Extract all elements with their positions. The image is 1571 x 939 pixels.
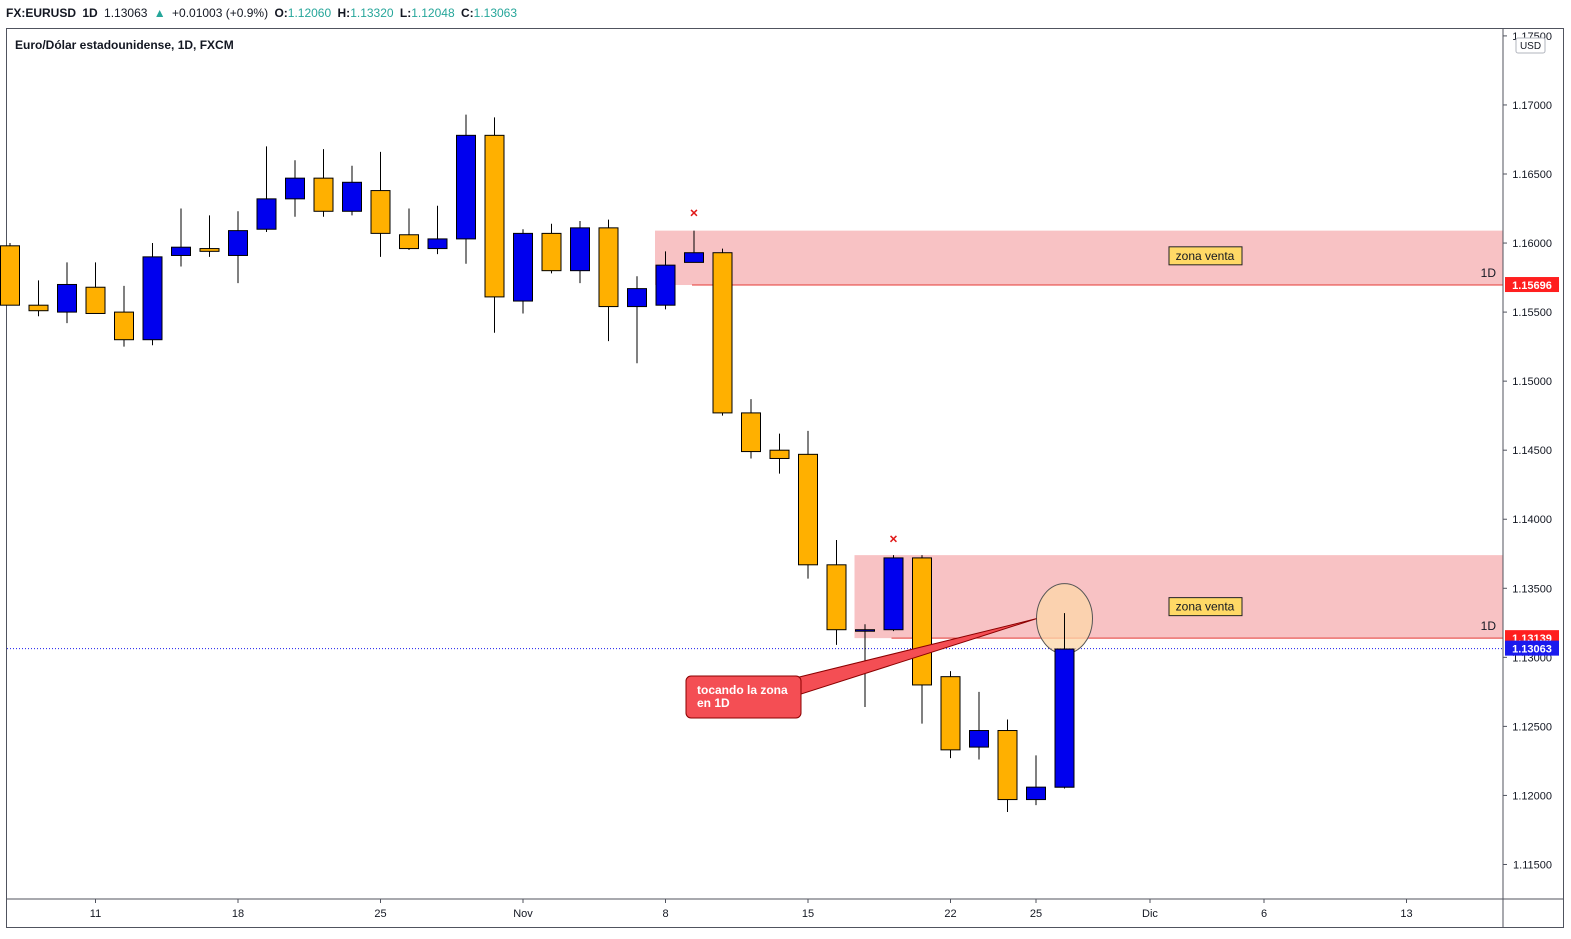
x-tick-label: Dic [1142, 908, 1158, 920]
candle-body[interactable] [940, 676, 961, 751]
callout-text-line2: en 1D [697, 696, 730, 710]
x-marker-icon: × [690, 205, 698, 221]
symbol-label[interactable]: FX:EURUSD [6, 6, 77, 20]
high-label: H: [337, 6, 351, 20]
chart-frame [6, 28, 1564, 928]
y-tick-label: 1.15000 [1512, 376, 1552, 388]
candle-body[interactable] [969, 730, 989, 748]
x-tick-label: 13 [1400, 908, 1412, 920]
candle-body[interactable] [399, 234, 419, 250]
y-tick-label: 1.17000 [1512, 100, 1552, 112]
candle-body[interactable] [313, 177, 334, 212]
candle-body[interactable] [114, 311, 134, 341]
candle-body[interactable] [484, 134, 505, 298]
candle-body[interactable] [1026, 786, 1046, 801]
y-tick-label: 1.14500 [1512, 445, 1552, 457]
candle-body[interactable] [370, 190, 391, 234]
symbol-info-bar: FX:EURUSD 1D 1.13063 ▲ +0.01003 (+0.9%) … [6, 6, 520, 24]
supply-zone[interactable] [655, 230, 1503, 286]
candle-body[interactable] [513, 232, 533, 302]
open-label: O: [274, 6, 288, 20]
y-tick-label: 1.12000 [1512, 790, 1552, 802]
zone-price-tag: 1.15696 [1512, 280, 1552, 292]
x-tick-label: Nov [513, 908, 533, 920]
price-change: +0.01003 (+0.9%) [172, 6, 269, 20]
candle-body[interactable] [171, 246, 191, 256]
candle-body[interactable] [598, 227, 619, 308]
low-value: 1.12048 [411, 6, 455, 20]
x-tick-label: 11 [90, 908, 101, 920]
low-label: L: [399, 6, 412, 20]
x-tick-label: 25 [1030, 908, 1042, 920]
candle-body[interactable] [142, 256, 163, 341]
candle-body[interactable] [655, 264, 676, 306]
currency-badge[interactable] [1515, 37, 1546, 54]
candle-body[interactable] [85, 286, 106, 314]
candle-body[interactable] [256, 198, 277, 230]
zone-price-tag-box [1505, 277, 1559, 293]
last-price-tag: 1.13063 [1512, 644, 1552, 656]
chart-title: Euro/Dólar estadounidense, 1D, FXCM [15, 38, 234, 52]
x-tick-label: 15 [802, 908, 814, 920]
y-tick-label: 1.15500 [1512, 307, 1552, 319]
candle-body[interactable] [912, 557, 932, 686]
zone-interval-label: 1D [1481, 266, 1497, 280]
supply-zone[interactable] [854, 555, 1504, 639]
candle-body[interactable] [798, 453, 818, 566]
x-tick-label: 8 [662, 908, 668, 920]
zone-label-box [1168, 597, 1243, 617]
x-marker-icon: × [889, 531, 897, 547]
candle-body[interactable] [712, 252, 733, 414]
candle-body[interactable] [541, 232, 562, 272]
y-tick-label: 1.12500 [1512, 721, 1552, 733]
y-tick-label: 1.11500 [1513, 859, 1552, 871]
y-tick-label: 1.14000 [1512, 514, 1552, 526]
candle-body[interactable] [28, 304, 49, 312]
candle-body[interactable] [342, 181, 362, 212]
up-arrow-icon: ▲ [153, 6, 166, 20]
x-tick-label: 22 [944, 908, 956, 920]
candle-body[interactable] [883, 557, 904, 631]
candle-body[interactable] [228, 230, 248, 256]
currency-label: USD [1520, 41, 1541, 52]
zone-interval-label: 1D [1481, 619, 1497, 633]
candle-body[interactable] [769, 449, 790, 459]
callout-text-line1: tocando la zona [697, 683, 788, 697]
callout-box[interactable] [685, 675, 802, 719]
high-value: 1.13320 [350, 6, 394, 20]
x-tick-label: 6 [1261, 908, 1267, 920]
candle-body[interactable] [684, 252, 704, 263]
candle-body[interactable] [285, 177, 305, 200]
candle-body[interactable] [741, 412, 761, 453]
interval-label[interactable]: 1D [82, 6, 98, 20]
current-price: 1.13063 [104, 6, 148, 20]
last-price-tag-box [1505, 640, 1559, 656]
x-tick-label: 25 [374, 908, 386, 920]
candle-body[interactable] [427, 238, 448, 250]
candle-body[interactable] [997, 730, 1018, 801]
open-value: 1.12060 [287, 6, 332, 20]
candle-body[interactable] [0, 245, 20, 306]
y-tick-label: 1.16000 [1512, 238, 1552, 250]
candle-body[interactable] [456, 134, 476, 240]
candle-body[interactable] [570, 227, 590, 272]
y-tick-label: 1.16500 [1512, 169, 1552, 181]
zone-label: zona venta [1176, 600, 1235, 614]
y-tick-label: 1.13500 [1512, 583, 1552, 595]
close-value: 1.13063 [473, 6, 518, 20]
candle-body[interactable] [826, 564, 847, 631]
candle-body[interactable] [855, 629, 875, 632]
zone-label-box [1168, 246, 1243, 266]
close-label: C: [460, 6, 474, 20]
candle-body[interactable] [627, 288, 647, 308]
zone-label: zona venta [1176, 249, 1235, 263]
x-tick-label: 18 [232, 908, 244, 920]
candle-body[interactable] [1054, 648, 1075, 788]
candle-body[interactable] [57, 283, 77, 313]
candle-body[interactable] [199, 248, 220, 252]
